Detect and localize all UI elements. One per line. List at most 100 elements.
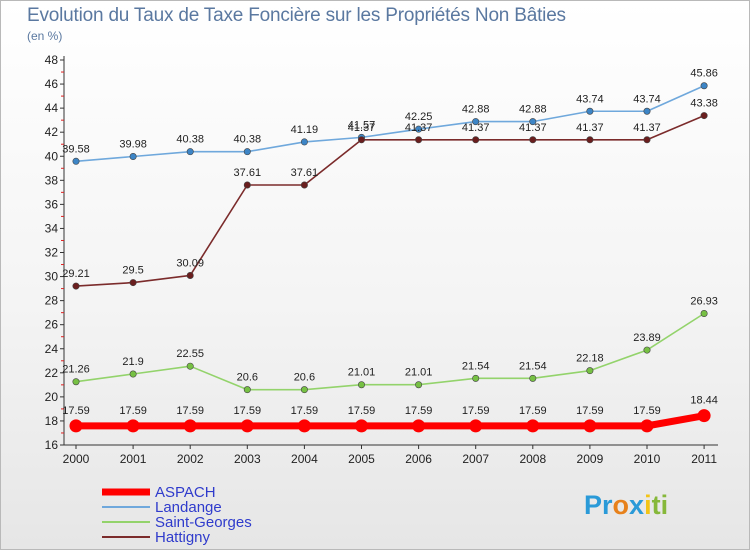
data-label: 21.26 xyxy=(62,364,90,376)
data-label: 41.57 xyxy=(348,119,376,131)
data-label: 41.19 xyxy=(291,124,319,136)
data-label: 42.88 xyxy=(462,104,490,116)
data-label: 43.74 xyxy=(576,93,604,105)
legend-label: ASPACH xyxy=(155,484,216,501)
y-tick-label: 16 xyxy=(45,438,59,452)
y-tick-label: 28 xyxy=(45,294,59,308)
data-point xyxy=(526,419,540,433)
data-point xyxy=(700,82,708,90)
x-tick-label: 2004 xyxy=(291,452,318,466)
axes: 16 18 20 22 24 26 28 30 32 34 36 38 40 42 44 46 48 2000 20… xyxy=(45,53,718,466)
data-label: 42.25 xyxy=(405,111,433,123)
data-point xyxy=(586,367,594,375)
data-label: 30.09 xyxy=(176,257,204,269)
data-point xyxy=(297,419,311,433)
x-tick-label: 2010 xyxy=(634,452,661,466)
data-label: 22.55 xyxy=(176,348,204,360)
logo-letter: i xyxy=(644,490,652,520)
x-tick-label: 2007 xyxy=(462,452,489,466)
logo-letter: x xyxy=(629,490,645,520)
proxiti-logo: Proxiti xyxy=(584,490,668,521)
y-tick-label: 30 xyxy=(45,270,59,284)
data-label: 21.9 xyxy=(122,356,143,368)
data-point xyxy=(643,346,651,354)
y-tick-label: 44 xyxy=(45,101,59,115)
data-label: 17.59 xyxy=(633,405,661,417)
data-point xyxy=(583,419,597,433)
data-point xyxy=(415,125,423,133)
legend-label: Hattigny xyxy=(155,529,211,546)
data-label: 17.59 xyxy=(119,405,147,417)
chart-title: Evolution du Taux de Taxe Foncière sur l… xyxy=(27,5,566,26)
data-label: 45.86 xyxy=(690,68,718,80)
data-label: 41.37 xyxy=(348,122,376,134)
data-point xyxy=(72,157,80,165)
y-tick-label: 38 xyxy=(45,173,59,187)
y-tick-label: 36 xyxy=(45,197,59,211)
logo-letter: P xyxy=(584,490,603,520)
data-point xyxy=(472,374,480,382)
data-label: 17.59 xyxy=(348,405,376,417)
data-point xyxy=(697,409,711,423)
x-tick-label: 2009 xyxy=(577,452,604,466)
x-tick-label: 2001 xyxy=(120,452,147,466)
data-point xyxy=(126,419,140,433)
data-label: 17.59 xyxy=(176,405,204,417)
legend-label: Landange xyxy=(155,499,222,516)
data-label: 41.37 xyxy=(462,122,490,134)
data-label: 21.01 xyxy=(405,367,433,379)
y-tick-label: 22 xyxy=(45,366,59,380)
y-tick-label: 48 xyxy=(45,53,59,67)
data-point xyxy=(243,386,251,394)
data-point xyxy=(529,118,537,126)
data-label: 22.18 xyxy=(576,353,604,365)
data-label: 21.01 xyxy=(348,367,376,379)
data-point xyxy=(183,419,197,433)
data-label: 23.89 xyxy=(633,332,661,344)
y-tick-label: 46 xyxy=(45,77,59,91)
y-tick-label: 20 xyxy=(45,390,59,404)
data-label: 20.6 xyxy=(294,372,315,384)
data-label: 21.54 xyxy=(462,360,490,372)
data-point xyxy=(240,419,254,433)
data-label: 40.38 xyxy=(234,134,262,146)
x-tick-label: 2002 xyxy=(177,452,204,466)
data-point xyxy=(243,181,251,189)
data-point xyxy=(357,136,365,144)
data-point xyxy=(586,107,594,115)
series-line-saint-georges xyxy=(75,312,705,391)
data-label: 17.59 xyxy=(62,405,90,417)
data-label: 41.37 xyxy=(405,122,433,134)
y-tick-label: 40 xyxy=(45,149,59,163)
data-label: 43.74 xyxy=(633,93,661,105)
data-point xyxy=(357,381,365,389)
data-label: 39.58 xyxy=(62,143,90,155)
y-tick-label: 34 xyxy=(45,221,59,235)
series-line-aspach xyxy=(72,412,708,430)
data-point xyxy=(529,374,537,382)
data-label: 29.5 xyxy=(122,265,143,277)
logo-letter: o xyxy=(612,490,630,520)
data-point xyxy=(186,271,194,279)
y-tick-label: 42 xyxy=(45,125,59,139)
data-point xyxy=(469,419,483,433)
data-point xyxy=(300,138,308,146)
data-point xyxy=(186,148,194,156)
chart-unit-label: (en %) xyxy=(27,29,63,43)
data-point xyxy=(472,136,480,144)
logo-letter: i xyxy=(660,490,669,520)
data-point xyxy=(129,279,137,287)
x-tick-label: 2008 xyxy=(519,452,546,466)
data-label: 41.37 xyxy=(519,122,547,134)
data-point xyxy=(300,181,308,189)
x-tick-label: 2006 xyxy=(405,452,432,466)
logo-letter: t xyxy=(651,490,661,520)
data-point xyxy=(412,419,426,433)
x-tick-label: 2011 xyxy=(691,452,717,466)
data-point xyxy=(243,148,251,156)
data-label: 17.59 xyxy=(462,405,490,417)
data-point xyxy=(129,152,137,160)
data-point xyxy=(700,112,708,120)
